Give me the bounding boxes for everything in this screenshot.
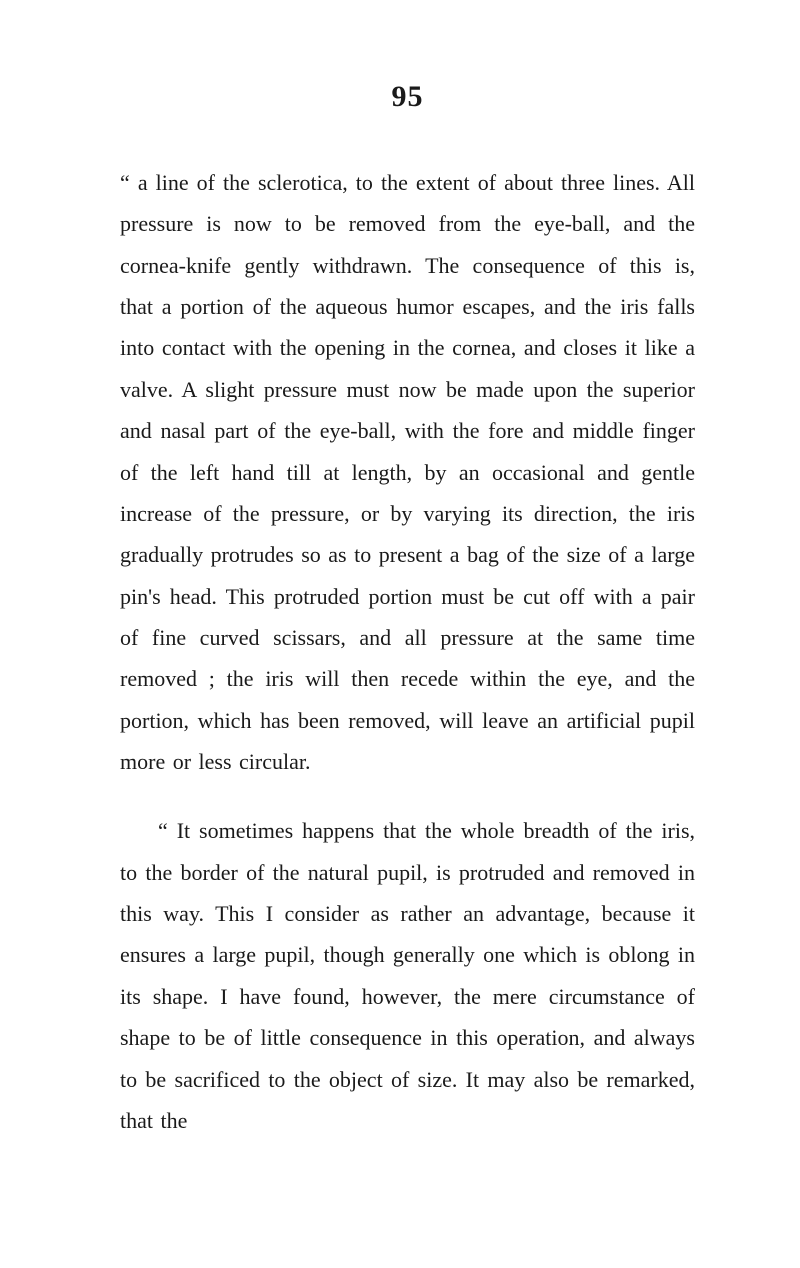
paragraph-text: a line of the sclerotica, to the extent … (120, 170, 695, 774)
page-number: 95 (120, 80, 695, 114)
quote-mark: “ (158, 818, 177, 843)
paragraph-1: “ a line of the sclerotica, to the exten… (120, 162, 695, 782)
quote-mark: “ (120, 170, 138, 195)
page-container: 95 “ a line of the sclerotica, to the ex… (0, 0, 800, 1201)
paragraph-2: “ It sometimes happens that the whole br… (120, 810, 695, 1141)
paragraph-text: It sometimes happens that the whole brea… (120, 818, 695, 1133)
